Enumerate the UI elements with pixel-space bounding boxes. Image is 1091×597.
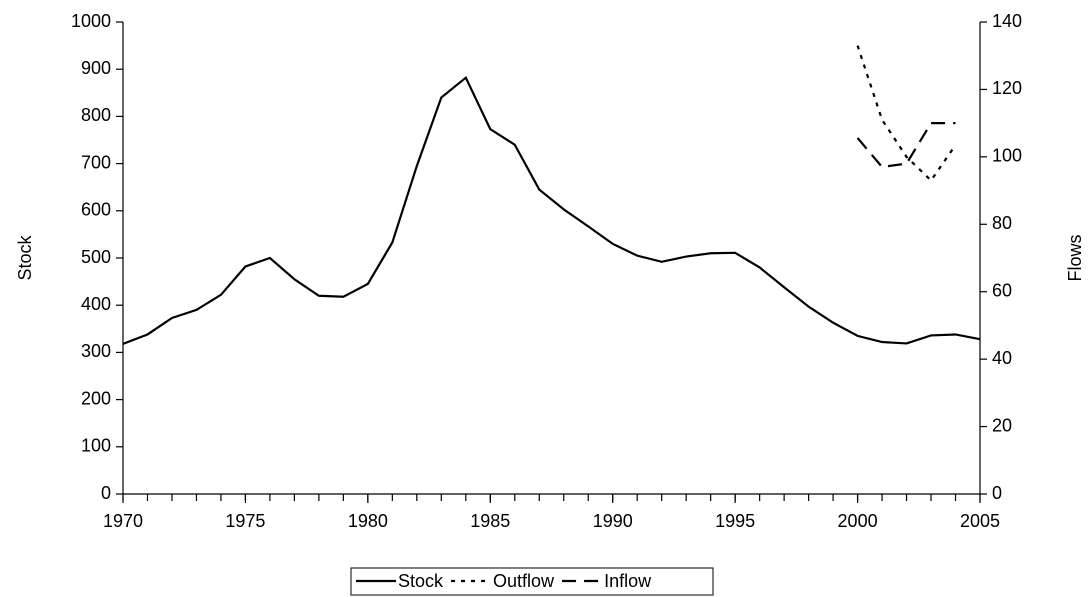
x-tick-label: 2005 [960, 511, 1000, 531]
series-line [122, 75, 981, 345]
x-tick-label: 1980 [348, 511, 388, 531]
x-tick-label: 1970 [103, 511, 143, 531]
legend-label: Stock [398, 571, 444, 591]
x-tick-label: 1995 [715, 511, 755, 531]
y-tick-label: 100 [81, 436, 111, 456]
y-tick-label: 200 [81, 388, 111, 408]
y2-tick-label: 100 [992, 146, 1022, 166]
y-tick-label: 700 [81, 152, 111, 172]
y2-tick-label: 120 [992, 78, 1022, 98]
y2-tick-label: 80 [992, 213, 1012, 233]
series-line [856, 45, 957, 183]
y-axis-label: Stock [15, 234, 35, 280]
y-tick-label: 900 [81, 58, 111, 78]
y-tick-label: 500 [81, 247, 111, 267]
legend-box [350, 567, 714, 596]
legend-label: Inflow [604, 571, 652, 591]
y-tick-label: 800 [81, 105, 111, 125]
x-tick-label: 2000 [838, 511, 878, 531]
y2-tick-label: 60 [992, 280, 1012, 300]
y-tick-label: 1000 [71, 11, 111, 31]
series-line [856, 122, 956, 169]
y2-tick-label: 40 [992, 348, 1012, 368]
x-tick-label: 1975 [225, 511, 265, 531]
y2-tick-label: 140 [992, 11, 1022, 31]
legend-label: Outflow [493, 571, 555, 591]
y2-tick-label: 20 [992, 415, 1012, 435]
y-tick-label: 400 [81, 294, 111, 314]
x-tick-label: 1985 [470, 511, 510, 531]
y2-tick-label: 0 [992, 483, 1002, 503]
y2-axis-label: Flows [1065, 234, 1085, 281]
y-tick-label: 600 [81, 200, 111, 220]
x-tick-label: 1990 [593, 511, 633, 531]
y-tick-label: 300 [81, 341, 111, 361]
y-tick-label: 0 [101, 483, 111, 503]
